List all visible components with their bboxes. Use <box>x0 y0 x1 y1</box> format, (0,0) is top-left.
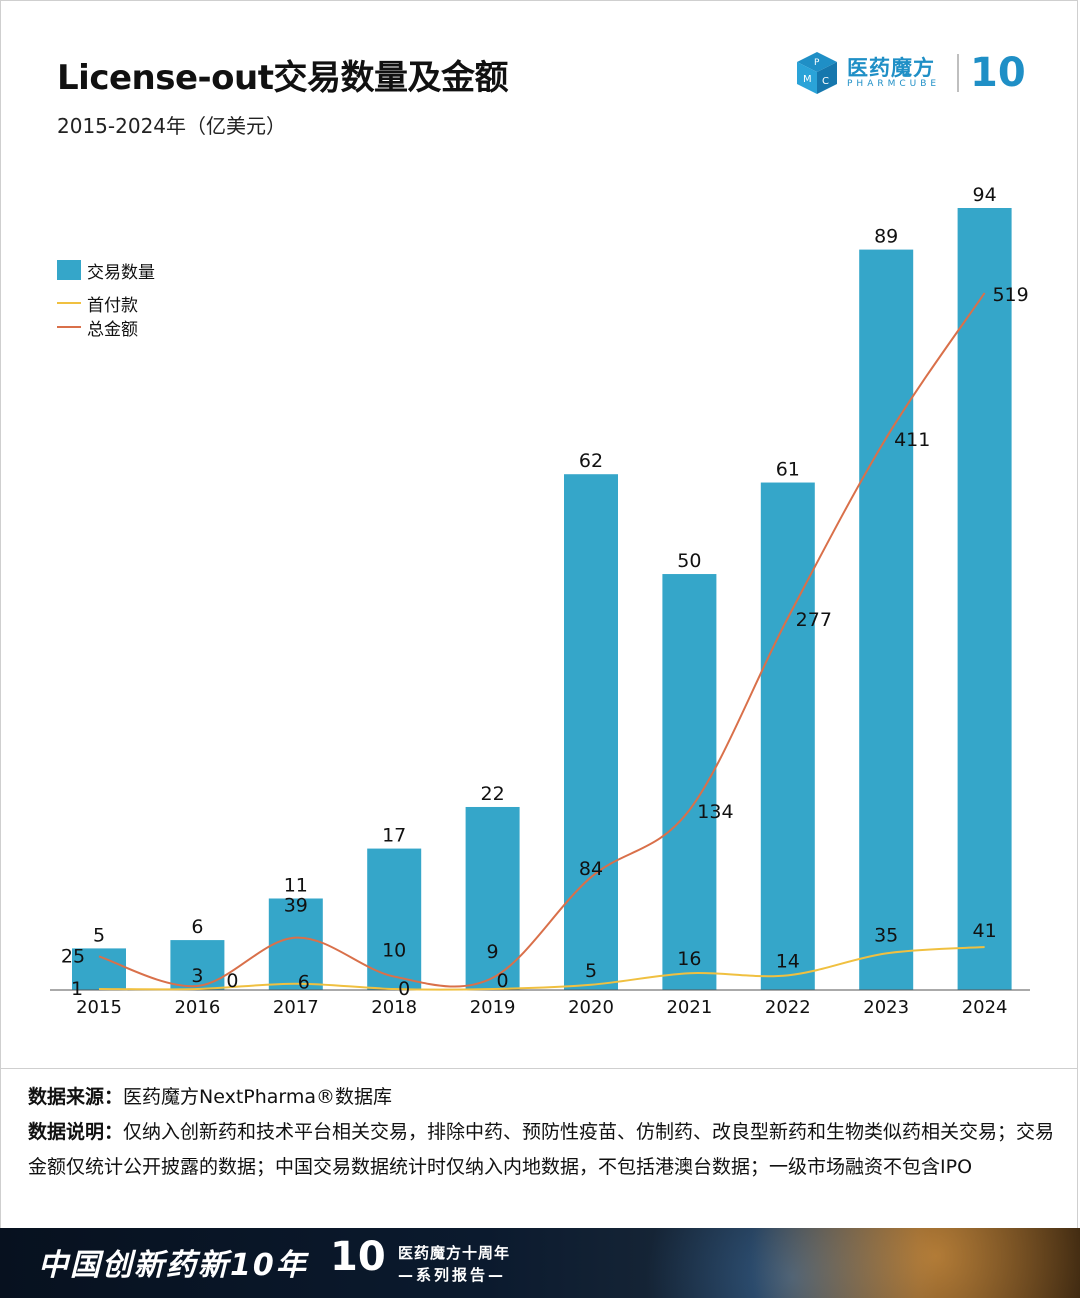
legend-swatch-total <box>57 326 81 328</box>
bar-2015 <box>72 948 126 990</box>
description-text: 仅纳入创新药和技术平台相关交易，排除中药、预防性疫苗、仿制药、改良型新药和生物类… <box>28 1121 1055 1178</box>
bar-label-2021: 50 <box>677 550 701 572</box>
pharmcube-logo: M C P 医药魔方 PHARMCUBE 10 <box>795 50 1035 98</box>
x-tick-2015: 2015 <box>76 997 122 1018</box>
total-label-2016: 3 <box>191 965 203 987</box>
x-tick-2017: 2017 <box>273 997 319 1018</box>
logo-name-en: PHARMCUBE <box>847 79 941 89</box>
upfront-label-2018: 0 <box>398 978 410 1000</box>
bar-2023 <box>859 249 914 991</box>
upfront-label-2022: 14 <box>776 950 800 972</box>
bar-label-2022: 61 <box>776 459 800 481</box>
upfront-label-2021: 16 <box>677 948 701 970</box>
bar-2024 <box>957 208 1012 990</box>
total-label-2018: 10 <box>382 940 406 962</box>
total-label-2017: 39 <box>284 895 308 917</box>
legend-item-count: 交易数量 <box>57 255 155 285</box>
source-label: 数据来源： <box>28 1086 124 1108</box>
bar-2018 <box>367 848 422 990</box>
bar-2020 <box>564 474 618 990</box>
legend-label-count: 交易数量 <box>87 262 155 283</box>
total-label-2023: 411 <box>894 429 930 451</box>
legend-swatch-bar <box>57 260 81 280</box>
svg-text:C: C <box>822 76 829 87</box>
upfront-label-2023: 35 <box>874 924 898 946</box>
legend-label-total: 总金额 <box>87 319 138 340</box>
bar-label-2019: 22 <box>481 783 505 805</box>
chart-title: License-out交易数量及金额 <box>57 58 508 98</box>
total-line <box>98 292 986 988</box>
bar-label-2018: 17 <box>382 825 406 847</box>
bar-label-2023: 89 <box>874 226 898 248</box>
banner-ten-badge: 10 <box>330 1234 386 1280</box>
logo-divider <box>957 54 959 92</box>
chart-legend: 交易数量 首付款 总金额 <box>57 255 155 340</box>
cube-icon: M C P <box>797 52 837 94</box>
total-label-2019: 9 <box>487 941 499 963</box>
legend-swatch-upfront <box>57 302 81 304</box>
series-banner: 中国创新药新10年 10 医药魔方十周年 —系列报告— <box>0 1228 1080 1298</box>
x-tick-2021: 2021 <box>666 997 712 1018</box>
source-note: 数据来源：医药魔方NextPharma®数据库 <box>28 1080 1058 1115</box>
legend-item-upfront: 首付款 <box>57 291 155 316</box>
total-label-2022: 277 <box>796 609 832 631</box>
bar-2017 <box>268 898 323 990</box>
bar-label-2020: 62 <box>579 450 603 472</box>
x-tick-2016: 2016 <box>174 997 220 1018</box>
x-tick-2018: 2018 <box>371 997 417 1018</box>
bar-label-2016: 6 <box>191 916 203 938</box>
upfront-line <box>98 946 985 991</box>
bar-label-2015: 5 <box>93 924 105 946</box>
notes-block: 数据来源：医药魔方NextPharma®数据库 数据说明：仅纳入创新药和技术平台… <box>28 1080 1058 1185</box>
chart-subtitle: 2015-2024年（亿美元） <box>57 114 287 138</box>
upfront-label-2024: 41 <box>973 920 997 942</box>
description-note: 数据说明：仅纳入创新药和技术平台相关交易，排除中药、预防性疫苗、仿制药、改良型新… <box>28 1115 1058 1185</box>
banner-subtitle-1: 医药魔方十周年 <box>398 1244 511 1262</box>
svg-text:P: P <box>814 58 820 68</box>
source-text: 医药魔方NextPharma®数据库 <box>123 1086 393 1108</box>
x-tick-2024: 2024 <box>962 997 1008 1018</box>
upfront-label-2019: 0 <box>497 970 509 992</box>
svg-text:M: M <box>803 74 812 85</box>
legend-label-upfront: 首付款 <box>87 295 138 316</box>
bar-label-2024: 94 <box>973 184 997 206</box>
total-label-2021: 134 <box>697 801 733 823</box>
x-tick-2020: 2020 <box>568 997 614 1018</box>
total-label-2020: 84 <box>579 858 603 880</box>
report-frame <box>0 0 1078 1228</box>
upfront-label-2016: 0 <box>226 970 238 992</box>
x-tick-2019: 2019 <box>470 997 516 1018</box>
notes-separator <box>0 1068 1078 1069</box>
total-label-2015: 25 <box>61 945 85 967</box>
description-label: 数据说明： <box>28 1121 124 1143</box>
banner-subtitle-2: —系列报告— <box>398 1266 507 1284</box>
bar-2022 <box>760 482 815 990</box>
bar-2019 <box>465 806 520 990</box>
upfront-label-2017: 6 <box>298 972 310 994</box>
banner-glow <box>600 1228 1080 1298</box>
bar-label-2017: 11 <box>284 874 308 896</box>
x-tick-2022: 2022 <box>765 997 811 1018</box>
banner-title: 中国创新药新10年 <box>38 1248 308 1283</box>
total-label-2024: 519 <box>992 284 1028 306</box>
logo-ten-badge: 10 <box>970 50 1026 96</box>
legend-item-total: 总金额 <box>57 315 155 340</box>
upfront-label-2020: 5 <box>585 960 597 982</box>
logo-name-cn: 医药魔方 <box>847 56 935 80</box>
x-tick-2023: 2023 <box>863 997 909 1018</box>
upfront-label-2015: 1 <box>71 978 83 1000</box>
